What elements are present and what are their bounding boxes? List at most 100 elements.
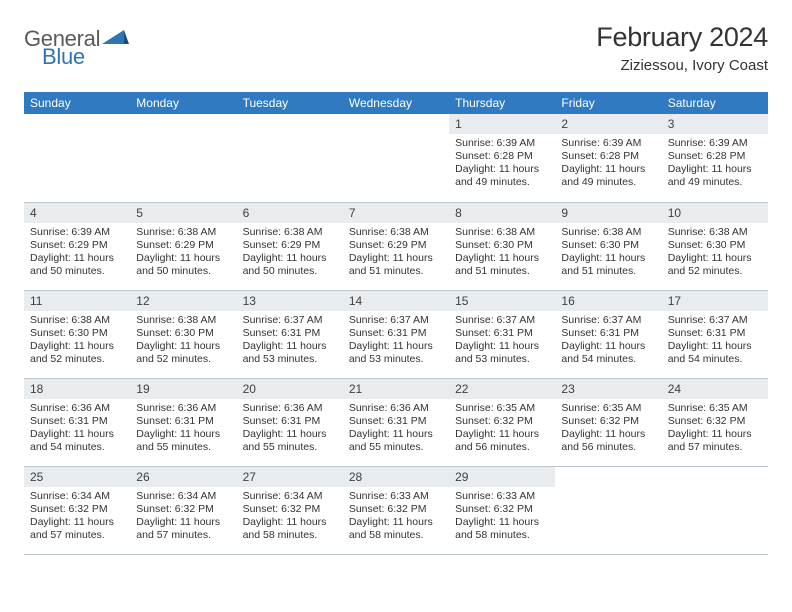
calendar-cell: 4Sunrise: 6:39 AMSunset: 6:29 PMDaylight… — [24, 202, 130, 290]
day-info: Sunrise: 6:38 AMSunset: 6:29 PMDaylight:… — [343, 223, 449, 283]
calendar-page: General Blue February 2024 Ziziessou, Iv… — [0, 0, 792, 555]
day-number: 24 — [662, 379, 768, 399]
calendar-cell-blank — [237, 114, 343, 202]
calendar-row: 11Sunrise: 6:38 AMSunset: 6:30 PMDayligh… — [24, 290, 768, 378]
dayhead-tuesday: Tuesday — [237, 92, 343, 114]
calendar-cell: 27Sunrise: 6:34 AMSunset: 6:32 PMDayligh… — [237, 466, 343, 554]
page-subtitle: Ziziessou, Ivory Coast — [596, 57, 768, 74]
day-info: Sunrise: 6:33 AMSunset: 6:32 PMDaylight:… — [343, 487, 449, 547]
header-row: General Blue February 2024 Ziziessou, Iv… — [24, 22, 768, 74]
day-info: Sunrise: 6:37 AMSunset: 6:31 PMDaylight:… — [662, 311, 768, 371]
day-number: 26 — [130, 467, 236, 487]
day-number: 25 — [24, 467, 130, 487]
calendar-cell: 19Sunrise: 6:36 AMSunset: 6:31 PMDayligh… — [130, 378, 236, 466]
title-block: February 2024 Ziziessou, Ivory Coast — [596, 22, 768, 74]
calendar-cell-blank — [130, 114, 236, 202]
day-number: 13 — [237, 291, 343, 311]
calendar-cell: 3Sunrise: 6:39 AMSunset: 6:28 PMDaylight… — [662, 114, 768, 202]
calendar-cell-blank — [555, 466, 661, 554]
day-info: Sunrise: 6:36 AMSunset: 6:31 PMDaylight:… — [237, 399, 343, 459]
day-info: Sunrise: 6:38 AMSunset: 6:30 PMDaylight:… — [555, 223, 661, 283]
calendar-cell: 8Sunrise: 6:38 AMSunset: 6:30 PMDaylight… — [449, 202, 555, 290]
day-info: Sunrise: 6:39 AMSunset: 6:28 PMDaylight:… — [555, 134, 661, 194]
calendar-cell: 17Sunrise: 6:37 AMSunset: 6:31 PMDayligh… — [662, 290, 768, 378]
day-number: 11 — [24, 291, 130, 311]
day-info: Sunrise: 6:38 AMSunset: 6:29 PMDaylight:… — [130, 223, 236, 283]
day-info: Sunrise: 6:39 AMSunset: 6:28 PMDaylight:… — [449, 134, 555, 194]
day-info: Sunrise: 6:39 AMSunset: 6:29 PMDaylight:… — [24, 223, 130, 283]
calendar-row: 18Sunrise: 6:36 AMSunset: 6:31 PMDayligh… — [24, 378, 768, 466]
day-number: 1 — [449, 114, 555, 134]
calendar-cell: 1Sunrise: 6:39 AMSunset: 6:28 PMDaylight… — [449, 114, 555, 202]
calendar-cell: 15Sunrise: 6:37 AMSunset: 6:31 PMDayligh… — [449, 290, 555, 378]
day-number: 7 — [343, 203, 449, 223]
day-number: 2 — [555, 114, 661, 134]
day-info: Sunrise: 6:37 AMSunset: 6:31 PMDaylight:… — [449, 311, 555, 371]
calendar-row: 1Sunrise: 6:39 AMSunset: 6:28 PMDaylight… — [24, 114, 768, 202]
day-info: Sunrise: 6:38 AMSunset: 6:30 PMDaylight:… — [130, 311, 236, 371]
day-info: Sunrise: 6:37 AMSunset: 6:31 PMDaylight:… — [237, 311, 343, 371]
day-number: 28 — [343, 467, 449, 487]
day-info: Sunrise: 6:38 AMSunset: 6:30 PMDaylight:… — [449, 223, 555, 283]
dayhead-sunday: Sunday — [24, 92, 130, 114]
day-number: 16 — [555, 291, 661, 311]
calendar-cell: 26Sunrise: 6:34 AMSunset: 6:32 PMDayligh… — [130, 466, 236, 554]
brand-logo: General Blue — [24, 28, 130, 68]
calendar-cell: 16Sunrise: 6:37 AMSunset: 6:31 PMDayligh… — [555, 290, 661, 378]
day-info: Sunrise: 6:36 AMSunset: 6:31 PMDaylight:… — [343, 399, 449, 459]
calendar-cell: 25Sunrise: 6:34 AMSunset: 6:32 PMDayligh… — [24, 466, 130, 554]
calendar-cell: 12Sunrise: 6:38 AMSunset: 6:30 PMDayligh… — [130, 290, 236, 378]
day-number: 12 — [130, 291, 236, 311]
day-info: Sunrise: 6:36 AMSunset: 6:31 PMDaylight:… — [130, 399, 236, 459]
day-info: Sunrise: 6:38 AMSunset: 6:29 PMDaylight:… — [237, 223, 343, 283]
calendar-cell: 11Sunrise: 6:38 AMSunset: 6:30 PMDayligh… — [24, 290, 130, 378]
calendar-row: 4Sunrise: 6:39 AMSunset: 6:29 PMDaylight… — [24, 202, 768, 290]
calendar-cell: 22Sunrise: 6:35 AMSunset: 6:32 PMDayligh… — [449, 378, 555, 466]
day-info: Sunrise: 6:35 AMSunset: 6:32 PMDaylight:… — [449, 399, 555, 459]
calendar-cell: 14Sunrise: 6:37 AMSunset: 6:31 PMDayligh… — [343, 290, 449, 378]
day-info: Sunrise: 6:34 AMSunset: 6:32 PMDaylight:… — [130, 487, 236, 547]
calendar-cell: 29Sunrise: 6:33 AMSunset: 6:32 PMDayligh… — [449, 466, 555, 554]
day-number: 14 — [343, 291, 449, 311]
day-info: Sunrise: 6:37 AMSunset: 6:31 PMDaylight:… — [555, 311, 661, 371]
calendar-cell: 13Sunrise: 6:37 AMSunset: 6:31 PMDayligh… — [237, 290, 343, 378]
day-number: 23 — [555, 379, 661, 399]
calendar-cell: 24Sunrise: 6:35 AMSunset: 6:32 PMDayligh… — [662, 378, 768, 466]
calendar-cell: 2Sunrise: 6:39 AMSunset: 6:28 PMDaylight… — [555, 114, 661, 202]
day-info: Sunrise: 6:33 AMSunset: 6:32 PMDaylight:… — [449, 487, 555, 547]
calendar-cell-blank — [343, 114, 449, 202]
day-number: 4 — [24, 203, 130, 223]
day-number: 29 — [449, 467, 555, 487]
day-number: 15 — [449, 291, 555, 311]
calendar-row: 25Sunrise: 6:34 AMSunset: 6:32 PMDayligh… — [24, 466, 768, 554]
calendar-cell-blank — [24, 114, 130, 202]
calendar-cell: 18Sunrise: 6:36 AMSunset: 6:31 PMDayligh… — [24, 378, 130, 466]
day-info: Sunrise: 6:35 AMSunset: 6:32 PMDaylight:… — [662, 399, 768, 459]
calendar-cell: 9Sunrise: 6:38 AMSunset: 6:30 PMDaylight… — [555, 202, 661, 290]
calendar-cell: 28Sunrise: 6:33 AMSunset: 6:32 PMDayligh… — [343, 466, 449, 554]
dayhead-thursday: Thursday — [449, 92, 555, 114]
day-number: 5 — [130, 203, 236, 223]
calendar-cell: 10Sunrise: 6:38 AMSunset: 6:30 PMDayligh… — [662, 202, 768, 290]
calendar-cell: 5Sunrise: 6:38 AMSunset: 6:29 PMDaylight… — [130, 202, 236, 290]
day-number: 27 — [237, 467, 343, 487]
calendar-cell: 7Sunrise: 6:38 AMSunset: 6:29 PMDaylight… — [343, 202, 449, 290]
calendar-cell-blank — [662, 466, 768, 554]
day-number: 9 — [555, 203, 661, 223]
calendar-cell: 6Sunrise: 6:38 AMSunset: 6:29 PMDaylight… — [237, 202, 343, 290]
calendar-body: 1Sunrise: 6:39 AMSunset: 6:28 PMDaylight… — [24, 114, 768, 554]
day-number: 6 — [237, 203, 343, 223]
dayhead-friday: Friday — [555, 92, 661, 114]
dayhead-monday: Monday — [130, 92, 236, 114]
day-number: 3 — [662, 114, 768, 134]
day-info: Sunrise: 6:35 AMSunset: 6:32 PMDaylight:… — [555, 399, 661, 459]
day-number: 22 — [449, 379, 555, 399]
day-number: 8 — [449, 203, 555, 223]
day-info: Sunrise: 6:38 AMSunset: 6:30 PMDaylight:… — [24, 311, 130, 371]
dayhead-wednesday: Wednesday — [343, 92, 449, 114]
day-number: 21 — [343, 379, 449, 399]
calendar-table: Sunday Monday Tuesday Wednesday Thursday… — [24, 92, 768, 555]
day-info: Sunrise: 6:36 AMSunset: 6:31 PMDaylight:… — [24, 399, 130, 459]
day-info: Sunrise: 6:37 AMSunset: 6:31 PMDaylight:… — [343, 311, 449, 371]
page-title: February 2024 — [596, 22, 768, 53]
